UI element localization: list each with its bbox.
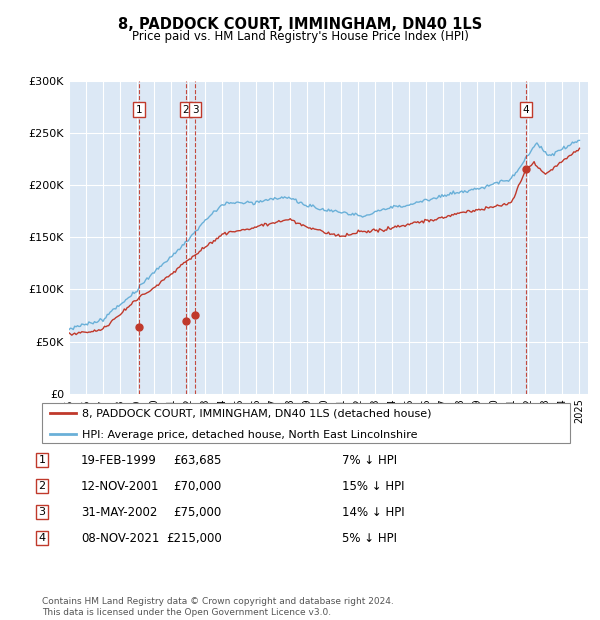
Text: 2: 2: [182, 105, 189, 115]
Text: Price paid vs. HM Land Registry's House Price Index (HPI): Price paid vs. HM Land Registry's House …: [131, 30, 469, 43]
Text: 14% ↓ HPI: 14% ↓ HPI: [342, 506, 404, 518]
Text: 1: 1: [38, 455, 46, 465]
Text: 08-NOV-2021: 08-NOV-2021: [81, 532, 160, 544]
Text: 1: 1: [136, 105, 142, 115]
Text: Contains HM Land Registry data © Crown copyright and database right 2024.
This d: Contains HM Land Registry data © Crown c…: [42, 598, 394, 617]
Text: HPI: Average price, detached house, North East Lincolnshire: HPI: Average price, detached house, Nort…: [82, 430, 417, 440]
Text: 12-NOV-2001: 12-NOV-2001: [81, 480, 160, 492]
Text: 5% ↓ HPI: 5% ↓ HPI: [342, 532, 397, 544]
Text: 8, PADDOCK COURT, IMMINGHAM, DN40 1LS (detached house): 8, PADDOCK COURT, IMMINGHAM, DN40 1LS (d…: [82, 409, 431, 419]
Text: £75,000: £75,000: [174, 506, 222, 518]
Text: 4: 4: [38, 533, 46, 543]
Text: £63,685: £63,685: [173, 454, 222, 466]
Text: 2: 2: [38, 481, 46, 491]
Text: £215,000: £215,000: [166, 532, 222, 544]
Text: 31-MAY-2002: 31-MAY-2002: [81, 506, 157, 518]
Text: 7% ↓ HPI: 7% ↓ HPI: [342, 454, 397, 466]
Text: 15% ↓ HPI: 15% ↓ HPI: [342, 480, 404, 492]
FancyBboxPatch shape: [42, 403, 570, 443]
Text: 8, PADDOCK COURT, IMMINGHAM, DN40 1LS: 8, PADDOCK COURT, IMMINGHAM, DN40 1LS: [118, 17, 482, 32]
Text: 4: 4: [523, 105, 530, 115]
Text: 3: 3: [38, 507, 46, 517]
Text: 19-FEB-1999: 19-FEB-1999: [81, 454, 157, 466]
Text: 3: 3: [192, 105, 199, 115]
Text: £70,000: £70,000: [174, 480, 222, 492]
